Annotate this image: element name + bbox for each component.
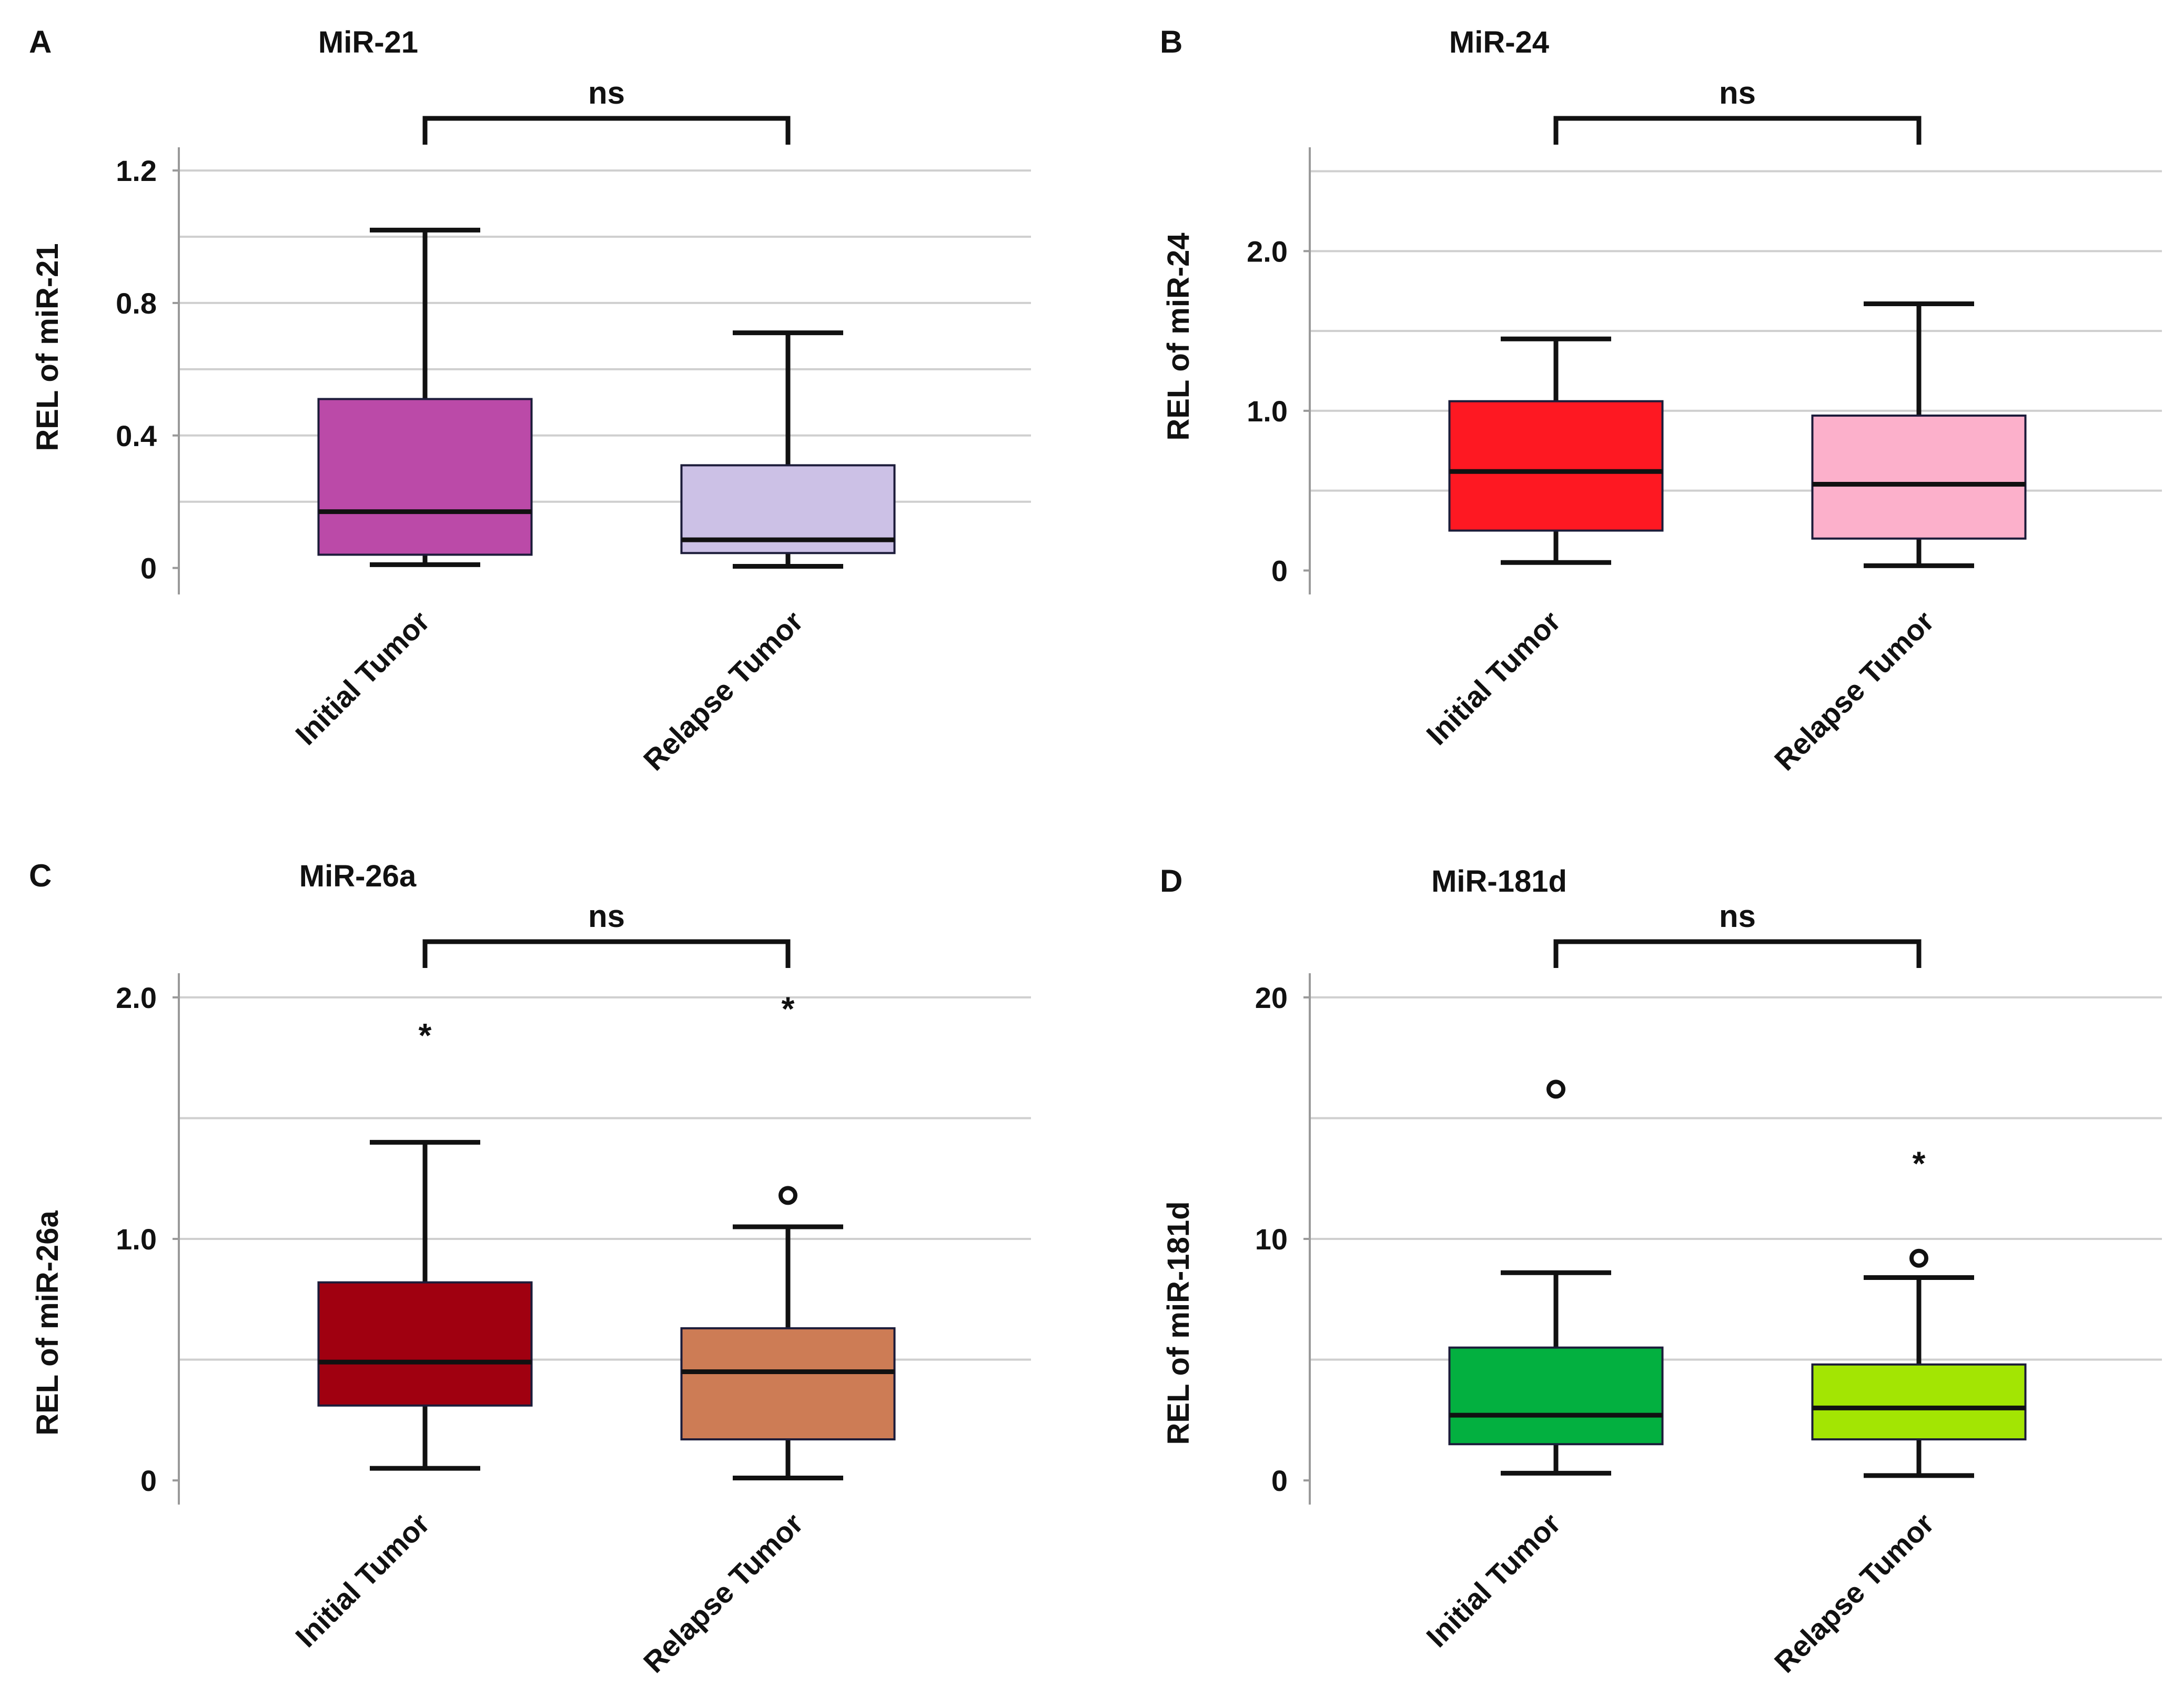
significance-bracket bbox=[422, 939, 791, 968]
y-tick-label: 2.0 bbox=[1247, 235, 1288, 268]
extreme-point: * bbox=[419, 1016, 432, 1054]
significance-label: ns bbox=[588, 899, 625, 934]
panel-title: MiR-24 bbox=[1449, 25, 1549, 59]
significance-bracket bbox=[1553, 116, 1922, 145]
box-group-initial bbox=[1448, 336, 1664, 565]
significance-label: ns bbox=[1719, 899, 1756, 934]
panel-letter: D bbox=[1160, 863, 1182, 899]
y-tick-label: 0 bbox=[1271, 1464, 1288, 1497]
y-tick-label: 10 bbox=[1255, 1223, 1288, 1256]
y-tick-label: 0 bbox=[140, 1464, 157, 1497]
y-tick-label: 1.0 bbox=[1247, 395, 1288, 428]
panel-title: MiR-21 bbox=[318, 25, 418, 59]
box-group-relapse: * bbox=[1811, 1145, 2027, 1478]
y-tick-label: 0.8 bbox=[116, 287, 157, 320]
y-tick-label: 0.4 bbox=[116, 419, 157, 452]
panel-letter: C bbox=[29, 858, 52, 893]
panel-letter: A bbox=[29, 24, 52, 59]
y-tick-label: 2.0 bbox=[116, 981, 157, 1014]
iqr-box bbox=[317, 1281, 533, 1407]
iqr-box bbox=[1811, 1363, 2027, 1441]
box-group-initial bbox=[317, 227, 533, 567]
extreme-point: * bbox=[782, 990, 795, 1028]
box-group-relapse bbox=[680, 330, 896, 569]
outlier-point bbox=[1909, 1248, 1928, 1268]
iqr-box bbox=[1811, 415, 2027, 540]
significance-label: ns bbox=[1719, 75, 1756, 110]
iqr-box bbox=[317, 398, 533, 556]
box-group-relapse bbox=[1811, 301, 2027, 568]
y-axis-label: REL of miR-181d bbox=[1161, 1201, 1196, 1445]
panel-title: MiR-26a bbox=[299, 859, 417, 893]
iqr-box bbox=[1448, 1346, 1664, 1446]
significance-bracket bbox=[422, 116, 791, 145]
panel-letter: B bbox=[1160, 24, 1182, 59]
y-axis-label: REL of miR-26a bbox=[31, 1210, 65, 1435]
iqr-box bbox=[1448, 400, 1664, 532]
outlier-point bbox=[1546, 1080, 1565, 1099]
significance-label: ns bbox=[588, 75, 625, 110]
y-tick-label: 0 bbox=[1271, 554, 1288, 587]
box-group-relapse: * bbox=[680, 990, 896, 1480]
y-tick-label: 0 bbox=[140, 552, 157, 585]
significance-bracket bbox=[1553, 939, 1922, 968]
panel-title: MiR-181d bbox=[1431, 864, 1567, 899]
y-tick-label: 1.0 bbox=[116, 1223, 157, 1256]
y-axis-label: REL of miR-21 bbox=[31, 243, 65, 451]
box-group-initial bbox=[1448, 1080, 1664, 1476]
outlier-point bbox=[778, 1186, 797, 1205]
iqr-box bbox=[680, 1327, 896, 1441]
y-tick-label: 1.2 bbox=[116, 154, 157, 187]
y-axis-label: REL of miR-24 bbox=[1161, 233, 1196, 440]
extreme-point: * bbox=[1913, 1145, 1926, 1183]
y-tick-label: 20 bbox=[1255, 981, 1288, 1014]
box-group-initial: * bbox=[317, 1016, 533, 1471]
